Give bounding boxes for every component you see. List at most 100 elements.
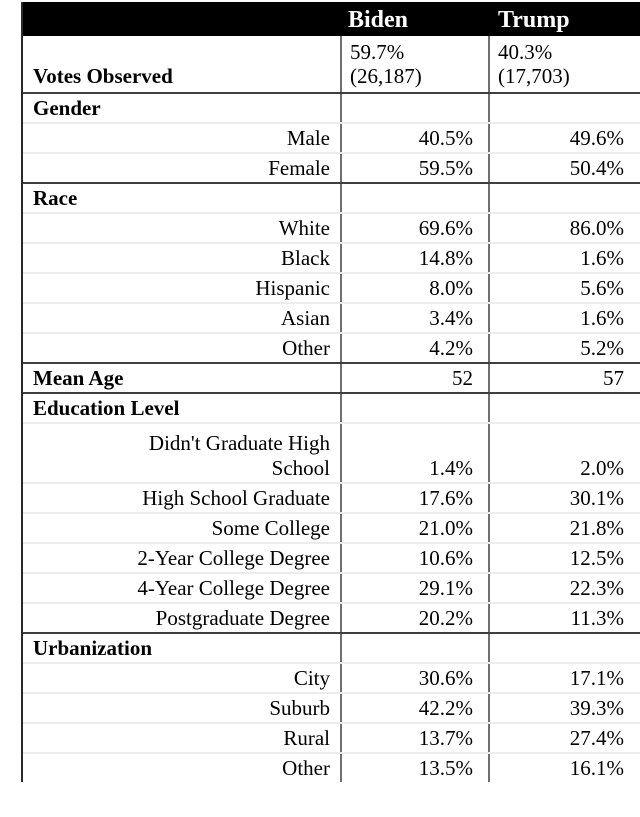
votes-observed-row: Votes Observed 59.7% (26,187) 40.3% (17,… [23,36,640,92]
biden-value: 20.2% [340,604,488,632]
biden-value: 40.5% [340,124,488,152]
row-label: Other [282,335,330,360]
trump-value: 50.4% [488,154,640,182]
trump-value: 1.6% [488,304,640,332]
section-title: Urbanization [33,635,153,660]
trump-votes-count: (17,703) [498,64,570,89]
section-title: Race [33,185,78,210]
biden-value [340,634,488,662]
biden-value: 21.0% [340,514,488,542]
trump-value: 86.0% [488,214,640,242]
biden-value: 13.7% [340,724,488,752]
table-row: Postgraduate Degree 20.2% 11.3% [23,602,640,632]
trump-votes-pct: 40.3% [498,40,553,64]
biden-value: 8.0% [340,274,488,302]
biden-votes-count: (26,187) [350,64,422,89]
table-row: High School Graduate 17.6% 30.1% [23,482,640,512]
trump-value: 5.6% [488,274,640,302]
biden-value: 14.8% [340,244,488,272]
row-label: City [293,665,330,690]
demographics-table: Biden Trump Votes Observed 59.7% (26,187… [21,2,640,782]
row-label: Male [286,125,330,150]
biden-value: 42.2% [340,694,488,722]
row-label: 4-Year College Degree [137,575,330,600]
section-header-gender: Gender [23,92,640,122]
row-label: 2-Year College Degree [137,545,330,570]
biden-value: 30.6% [340,664,488,692]
mean-age-row: Mean Age 52 57 [23,362,640,392]
votes-observed-label: Votes Observed [33,63,173,88]
row-label: Some College [211,515,330,540]
table-row: Black 14.8% 1.6% [23,242,640,272]
trump-value: 49.6% [488,124,640,152]
biden-value: 69.6% [340,214,488,242]
row-label: Rural [283,725,330,750]
section-header-education: Education Level [23,392,640,422]
trump-value [488,94,640,122]
column-header-biden: Biden [348,7,409,33]
row-label: Postgraduate Degree [155,605,330,630]
row-label: Female [268,155,330,180]
row-label: High School Graduate [142,485,330,510]
biden-value: 3.4% [340,304,488,332]
table-row: Suburb 42.2% 39.3% [23,692,640,722]
biden-value: 10.6% [340,544,488,572]
table-row: Hispanic 8.0% 5.6% [23,272,640,302]
trump-value [488,184,640,212]
trump-votes-cell: 40.3% (17,703) [488,36,640,92]
row-label: Suburb [269,695,330,720]
biden-value [340,394,488,422]
biden-value: 29.1% [340,574,488,602]
trump-value: 21.8% [488,514,640,542]
trump-value [488,634,640,662]
row-label: White [278,215,330,240]
biden-value: 4.2% [340,334,488,362]
table-row: 2-Year College Degree 10.6% 12.5% [23,542,640,572]
table-row: Other 4.2% 5.2% [23,332,640,362]
table-row: Some College 21.0% 21.8% [23,512,640,542]
section-header-race: Race [23,182,640,212]
biden-votes-pct: 59.7% [350,40,405,64]
trump-value: 39.3% [488,694,640,722]
biden-value [340,94,488,122]
biden-value: 13.5% [340,754,488,782]
row-label: Asian [281,305,330,330]
table-row: White 69.6% 86.0% [23,212,640,242]
table-row: Female 59.5% 50.4% [23,152,640,182]
row-label: Didn't Graduate High School [148,431,330,480]
biden-value: 1.4% [340,424,488,482]
table-row: Male 40.5% 49.6% [23,122,640,152]
trump-value [488,394,640,422]
biden-value: 52 [340,364,488,392]
section-header-urbanization: Urbanization [23,632,640,662]
trump-value: 11.3% [488,604,640,632]
table-header-row: Biden Trump [23,2,640,36]
table-row: 4-Year College Degree 29.1% 22.3% [23,572,640,602]
table-row: Other 13.5% 16.1% [23,752,640,782]
row-label: Hispanic [255,275,330,300]
biden-value [340,184,488,212]
trump-value: 57 [488,364,640,392]
trump-value: 30.1% [488,484,640,512]
trump-value: 2.0% [488,424,640,482]
trump-value: 16.1% [488,754,640,782]
biden-value: 59.5% [340,154,488,182]
biden-value: 17.6% [340,484,488,512]
trump-value: 5.2% [488,334,640,362]
row-label: Other [282,755,330,780]
biden-votes-cell: 59.7% (26,187) [340,36,488,92]
section-title: Gender [33,95,101,120]
trump-value: 17.1% [488,664,640,692]
row-label: Black [281,245,330,270]
section-title: Mean Age [33,365,124,390]
trump-value: 27.4% [488,724,640,752]
table-row: Rural 13.7% 27.4% [23,722,640,752]
trump-value: 12.5% [488,544,640,572]
trump-value: 22.3% [488,574,640,602]
section-title: Education Level [33,395,180,420]
table-row: City 30.6% 17.1% [23,662,640,692]
column-header-trump: Trump [498,7,570,33]
table-row: Asian 3.4% 1.6% [23,302,640,332]
trump-value: 1.6% [488,244,640,272]
table-row: Didn't Graduate High School 1.4% 2.0% [23,422,640,482]
